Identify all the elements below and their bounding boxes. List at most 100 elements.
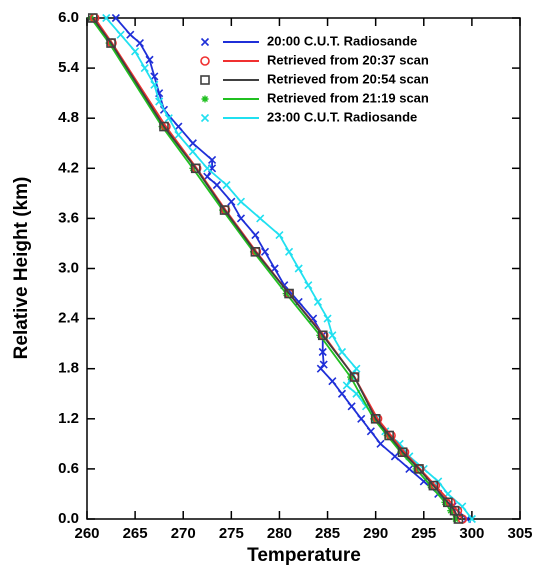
marker: [105, 39, 113, 47]
marker: [251, 231, 260, 240]
x-tick-label: 285: [315, 525, 340, 542]
plot-frame: [86, 17, 521, 520]
x-tick-label: 270: [171, 525, 196, 542]
marker: [328, 331, 337, 340]
marker: [304, 281, 313, 290]
series-line: [92, 17, 460, 520]
marker: [219, 205, 230, 215]
marker: [236, 197, 246, 206]
marker: [284, 288, 294, 299]
marker: [441, 498, 449, 506]
marker: [434, 477, 443, 486]
marker: [443, 497, 453, 508]
x-tick-label: 275: [219, 525, 244, 542]
marker: [111, 13, 120, 23]
marker: [294, 297, 303, 306]
marker: [318, 347, 327, 357]
marker: [342, 381, 351, 390]
legend-marker: [200, 37, 210, 47]
legend-label: Retrieved from 20:54 scan: [267, 71, 429, 86]
marker: [174, 122, 183, 131]
marker: [260, 247, 270, 256]
marker: [458, 502, 467, 511]
y-tick-label: 1.2: [58, 410, 79, 427]
marker: [208, 155, 217, 165]
marker: [102, 13, 111, 23]
marker: [313, 297, 322, 306]
marker: [236, 214, 246, 223]
marker: [106, 38, 116, 48]
marker: [159, 121, 169, 132]
marker: [131, 47, 140, 56]
x-tick-label: 305: [507, 525, 532, 542]
marker: [212, 180, 221, 190]
legend-marker: [200, 75, 210, 85]
y-tick-label: 6.0: [58, 9, 79, 26]
x-tick-label: 280: [267, 525, 292, 542]
legend-label: Retrieved from 20:37 scan: [267, 52, 429, 67]
marker: [250, 247, 261, 257]
y-tick-label: 4.2: [58, 159, 79, 176]
y-axis-label: Relative Height (km): [11, 177, 32, 360]
y-tick-label: 0.0: [58, 510, 79, 527]
marker: [203, 164, 212, 173]
marker: [219, 206, 227, 214]
x-axis-label: Temperature: [247, 545, 361, 566]
marker: [275, 231, 284, 240]
marker: [467, 514, 476, 524]
marker: [319, 360, 328, 369]
marker: [150, 80, 159, 89]
x-tick-label: 295: [411, 525, 436, 542]
x-tick-label: 265: [123, 525, 148, 542]
x-tick-label: 300: [459, 525, 484, 542]
marker: [249, 248, 257, 256]
marker: [282, 290, 290, 298]
marker: [188, 147, 197, 156]
legend-label: 23:00 C.U.T. Radiosande: [267, 109, 417, 124]
marker: [376, 439, 385, 448]
marker: [188, 139, 197, 148]
legend-label: Retrieved from 21:19 scan: [267, 90, 429, 105]
x-tick-label: 290: [363, 525, 388, 542]
marker: [390, 452, 399, 461]
marker: [370, 413, 381, 424]
x-tick-label: 260: [74, 525, 99, 542]
marker: [337, 347, 347, 357]
marker: [155, 97, 164, 106]
legend-label: 20:00 C.U.T. Radiosande: [267, 33, 417, 48]
legend-marker: [201, 95, 209, 103]
marker: [317, 330, 328, 341]
marker: [397, 447, 408, 458]
marker: [349, 372, 360, 382]
marker: [357, 414, 366, 423]
marker: [256, 214, 265, 223]
marker: [116, 30, 125, 39]
marker: [227, 197, 236, 206]
legend-marker: [200, 113, 210, 123]
marker: [164, 114, 173, 123]
y-tick-label: 2.4: [58, 310, 80, 327]
marker: [337, 389, 347, 398]
marker: [427, 482, 435, 490]
marker: [352, 364, 361, 373]
marker: [347, 402, 356, 411]
y-tick-label: 0.6: [58, 460, 79, 477]
marker: [285, 247, 294, 256]
y-tick-label: 3.0: [58, 259, 79, 276]
marker: [135, 38, 144, 48]
marker: [294, 264, 303, 273]
marker: [222, 180, 231, 190]
marker: [150, 72, 159, 81]
y-tick-label: 1.8: [58, 360, 79, 377]
y-tick-label: 5.4: [58, 59, 80, 76]
marker: [405, 464, 414, 473]
marker: [316, 364, 325, 373]
legend-marker: [200, 56, 210, 66]
marker: [449, 505, 460, 516]
marker: [190, 163, 201, 174]
marker: [414, 464, 424, 474]
marker: [384, 430, 394, 441]
marker: [140, 64, 149, 73]
